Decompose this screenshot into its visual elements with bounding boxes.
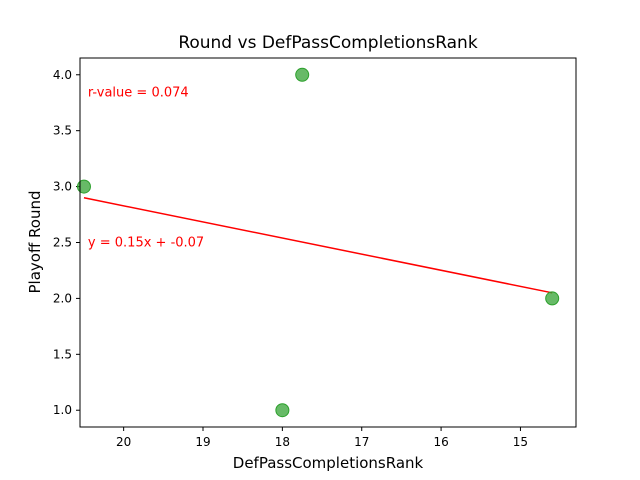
chart-annotation: y = 0.15x + -0.07 <box>88 236 204 251</box>
data-point <box>295 67 310 82</box>
chart-annotation: r-value = 0.074 <box>88 86 189 101</box>
data-point <box>545 291 560 306</box>
y-tick-label: 4.0 <box>53 68 72 82</box>
x-tick-label: 16 <box>433 435 448 449</box>
x-axis-label: DefPassCompletionsRank <box>233 454 424 472</box>
x-tick-label: 19 <box>195 435 210 449</box>
chart-title: Round vs DefPassCompletionsRank <box>178 33 478 53</box>
x-tick-label: 20 <box>116 435 131 449</box>
x-tick-label: 18 <box>275 435 290 449</box>
x-tick-label: 15 <box>513 435 528 449</box>
y-tick-label: 3.0 <box>53 180 72 194</box>
y-tick-label: 3.5 <box>53 124 72 138</box>
data-point <box>275 403 290 418</box>
y-tick-label: 2.5 <box>53 236 72 250</box>
y-tick-label: 1.5 <box>53 347 72 361</box>
x-tick-label: 17 <box>354 435 369 449</box>
plot-frame <box>79 57 577 428</box>
y-axis-label: Playoff Round <box>26 190 44 293</box>
data-point <box>76 179 91 194</box>
y-tick-label: 1.0 <box>53 403 72 417</box>
plot-layer: 20 19 18 17 16 15 1.0 1.5 2.0 2.5 3.0 3.5 4.0 r-value… <box>53 67 560 449</box>
y-tick-label: 2.0 <box>53 291 72 305</box>
trend-line <box>83 197 553 294</box>
